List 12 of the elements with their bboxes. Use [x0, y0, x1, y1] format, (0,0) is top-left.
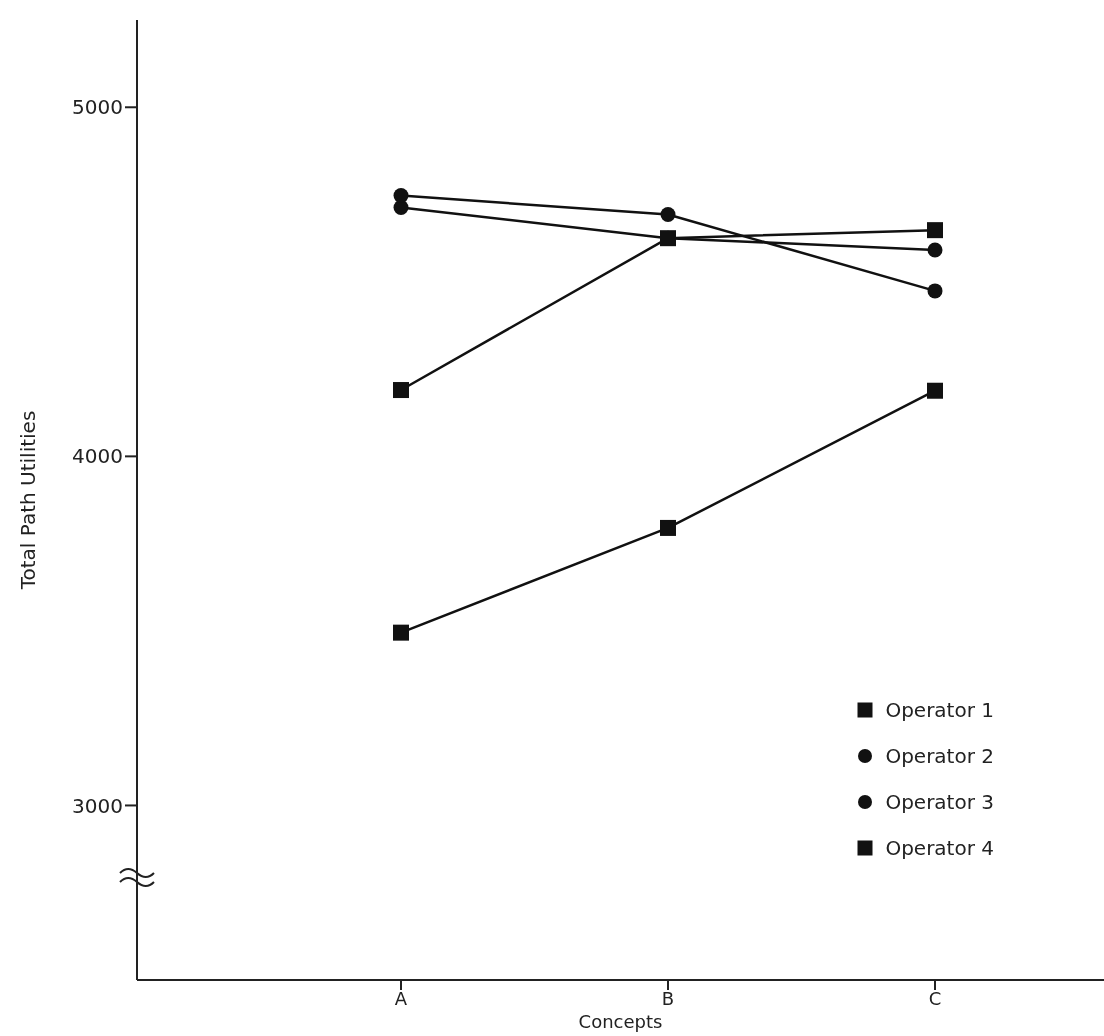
x-tick-label: C	[928, 987, 942, 1009]
y-axis-title: Total Path Utilities	[16, 410, 41, 591]
x-axis-title: Concepts	[578, 1011, 663, 1032]
legend-label: Operator 2	[885, 744, 994, 768]
y-tick-label: 3000	[72, 793, 123, 818]
y-tick-label: 5000	[72, 95, 123, 120]
x-tick-label: A	[394, 987, 408, 1009]
legend-label: Operator 1	[885, 698, 994, 722]
legend-label: Operator 4	[885, 836, 994, 860]
legend-label: Operator 3	[885, 790, 994, 814]
y-tick-label: 4000	[72, 444, 123, 469]
x-tick-label: B	[661, 987, 675, 1009]
